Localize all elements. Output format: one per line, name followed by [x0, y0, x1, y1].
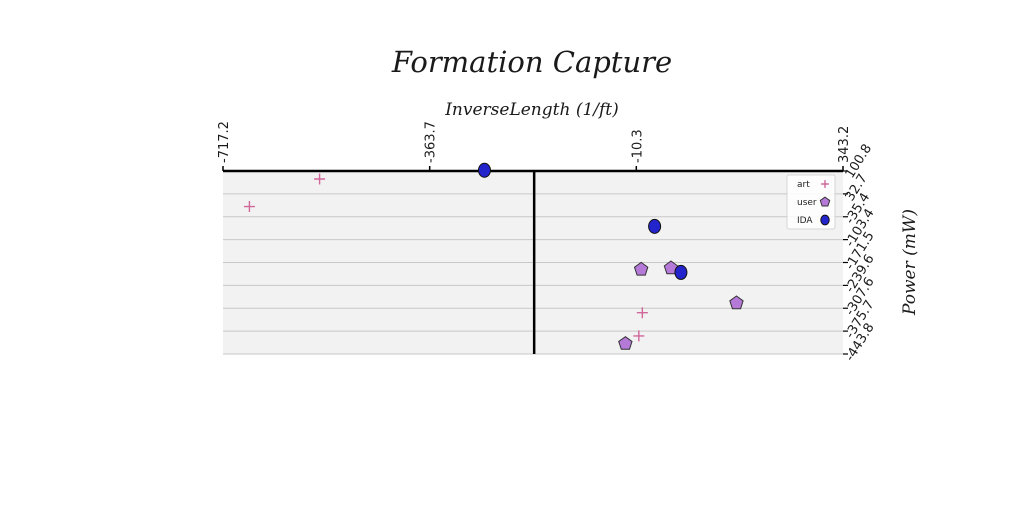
- IDA-point: [648, 218, 662, 234]
- x-tick-label: 343.2: [837, 126, 852, 163]
- x-tick-label: -717.2: [217, 121, 232, 163]
- legend-label-user: user: [797, 198, 817, 208]
- user-point: [663, 260, 679, 275]
- user-point: [633, 261, 649, 276]
- y-axis-title: Power (mW): [900, 209, 920, 316]
- user-point: [729, 295, 744, 310]
- art-point: [633, 330, 645, 342]
- IDA-point: [477, 162, 491, 178]
- data-marks: [243, 162, 744, 350]
- IDA-point: [674, 264, 688, 280]
- legend-label-art: art: [797, 180, 810, 190]
- x-tick-label: -10.3: [630, 129, 645, 163]
- x-tick-label: -363.7: [424, 121, 439, 163]
- legend-marker-art: [821, 180, 829, 188]
- art-point: [636, 307, 648, 319]
- legend-marker-user: [819, 196, 831, 207]
- user-point: [618, 336, 633, 350]
- art-point: [243, 201, 255, 213]
- chart-title: Formation Capture: [391, 45, 672, 79]
- plot-area: -717.2 -363.7 -10.3 343.2100.832.7-35.4-103…: [217, 121, 878, 364]
- legend-marker-IDA: [820, 214, 830, 226]
- art-point: [314, 173, 326, 185]
- legend-label-IDA: IDA: [797, 216, 813, 226]
- x-axis-title: InverseLength (1/ft): [444, 100, 619, 120]
- legend: art user IDA: [786, 174, 836, 230]
